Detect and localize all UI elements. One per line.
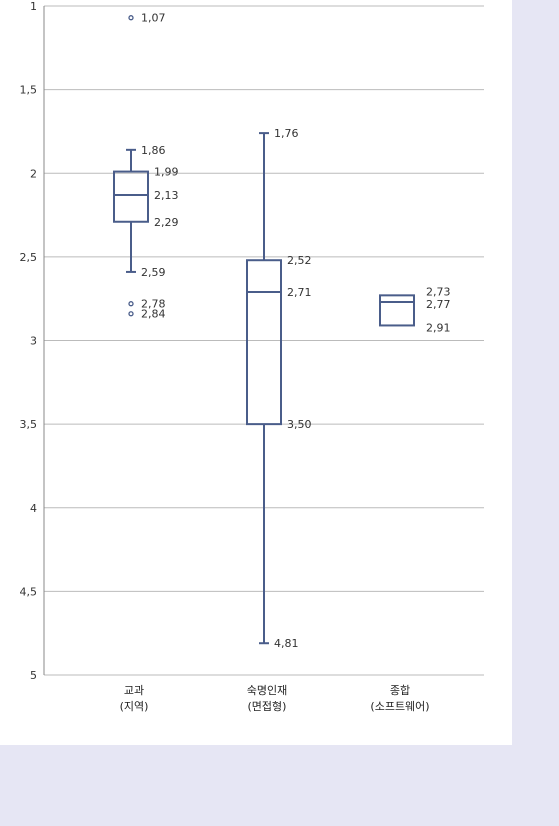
y-tick-label: 3,5 — [20, 418, 38, 431]
box-plot-3: 2,732,77 2,91 — [379, 285, 451, 334]
x-axis-labels: 교과 (지역) 숙명인재 (면접형) 종합 (소프트웨어) — [120, 684, 430, 713]
x-category-sublabel: (소프트웨어) — [370, 700, 429, 713]
q3-label: 2,29 — [154, 216, 179, 229]
outlier-label: 2,84 — [141, 308, 166, 321]
y-tick-label: 4 — [30, 502, 37, 515]
whisker-top-label: 1,86 — [141, 144, 166, 157]
median-label: 2,77 — [426, 298, 451, 311]
box-plot-2: 1,76 4,81 2,52 2,71 3,50 — [246, 127, 312, 650]
q1-label: 2,52 — [287, 254, 312, 267]
box-plot-chart: 11,522,533,544,55 1,862,591,992,132,291,… — [20, 0, 484, 713]
y-tick-label: 2,5 — [20, 251, 38, 264]
box-iqr — [379, 294, 415, 327]
box-iqr — [246, 259, 282, 426]
box-iqr — [113, 170, 149, 223]
median-label: 2,71 — [287, 286, 312, 299]
x-category-label: 교과 — [124, 684, 144, 697]
q3-label: 3,50 — [287, 418, 312, 431]
chart-panel: 1 1,5 2 2,5 3 3,5 4 4,5 5 1,86 2,59 1,99 2,13 2,29 1,… — [0, 0, 512, 745]
x-category-label: 숙명인재 — [247, 684, 287, 697]
q3-label: 2,91 — [426, 321, 451, 334]
y-tick-label: 1,5 — [20, 84, 38, 97]
outlier-point — [128, 301, 134, 307]
x-category-sublabel: (면접형) — [248, 700, 287, 713]
y-axis-ticks: 1 1,5 2 2,5 3 3,5 4 4,5 5 — [20, 0, 38, 682]
y-tick-label: 2 — [30, 167, 37, 180]
y-tick-label: 3 — [30, 335, 37, 348]
box-plot-1: 1,86 2,59 1,99 2,13 2,29 1,07 2,782,84 — [113, 12, 179, 321]
whisker-bottom-label: 4,81 — [274, 637, 299, 650]
box-plots: 1,86 2,59 1,99 2,13 2,29 1,07 2,782,84 1,76 4,81… — [113, 12, 451, 650]
y-tick-label: 1 — [30, 0, 37, 13]
y-tick-label: 5 — [30, 669, 37, 682]
outlier-point — [128, 15, 134, 21]
median-label: 2,13 — [154, 189, 179, 202]
q1-label: 1,99 — [154, 166, 179, 179]
outlier-label: 2,78 — [141, 298, 166, 311]
x-category-label: 종합 — [390, 684, 410, 697]
outlier-point — [128, 311, 134, 317]
whisker-bottom-label: 2,59 — [141, 266, 166, 279]
x-category-sublabel: (지역) — [120, 700, 149, 713]
y-tick-label: 4,5 — [20, 585, 38, 598]
outlier-label: 1,07 — [141, 12, 166, 25]
q1-label: 2,73 — [426, 285, 451, 298]
whisker-top-label: 1,76 — [274, 127, 299, 140]
